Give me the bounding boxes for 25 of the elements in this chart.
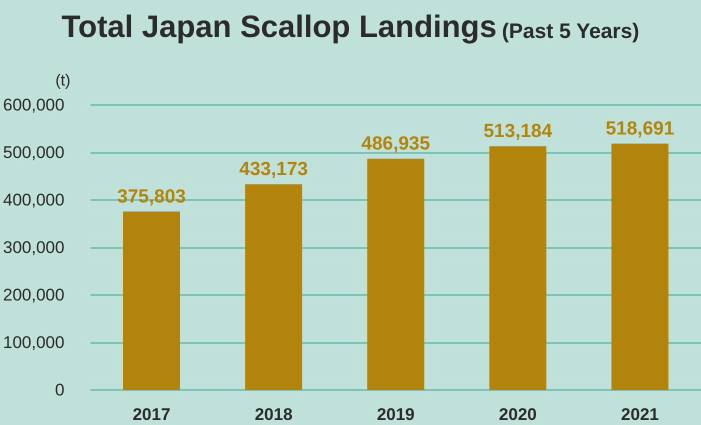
x-tick-label: 2020 [498,405,537,424]
y-axis-title: (t) [55,72,70,90]
bar [489,146,546,390]
y-tick-label: 400,000 [3,190,64,210]
x-tick-label: 2021 [621,405,659,424]
x-tick-label: 2017 [132,405,170,424]
data-label: 513,184 [483,121,553,142]
bar [245,184,302,390]
y-tick-label: 0 [54,380,64,400]
data-label: 518,691 [606,118,675,140]
data-label: 486,935 [361,134,430,155]
y-tick-label: 600,000 [3,96,64,114]
bar [123,211,180,390]
y-tick-label: 500,000 [3,143,64,162]
x-tick-label: 2019 [376,405,415,424]
bar [611,144,668,390]
chart-title: Total Japan Scallop Landings [62,9,497,44]
y-tick-label: 200,000 [3,286,64,304]
chart-subtitle: (Past 5 Years) [502,20,640,43]
y-tick-label: 300,000 [3,238,64,257]
y-tick-label: 100,000 [3,333,64,352]
data-label: 375,803 [117,186,186,208]
x-tick-label: 2018 [254,405,293,424]
data-label: 433,173 [239,159,308,180]
bar [367,158,424,390]
